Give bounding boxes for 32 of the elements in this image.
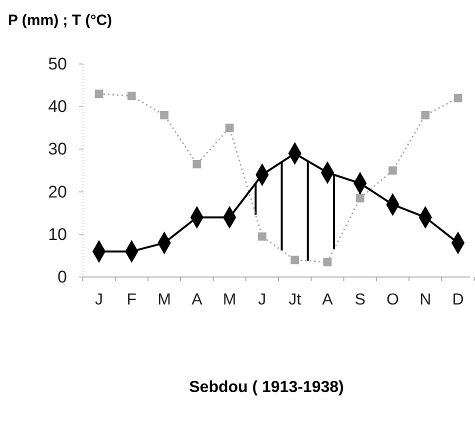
text: Sebdou ( 1913-1938) [189,379,344,396]
point [356,194,364,202]
y-tick-label: 30 [48,140,67,159]
x-tick-label: J [258,291,266,308]
x-tick-label: J [95,291,103,308]
point [225,124,234,132]
y-tick-label: 50 [48,54,67,74]
x-tick-label: M [158,291,171,308]
point [454,94,462,102]
point [323,258,332,266]
x-tick-label: A [192,291,203,308]
x-tick-label: F [126,291,137,308]
y-tick-label: 10 [48,224,67,244]
point [258,232,266,241]
x-tick-label: M [222,291,236,308]
point [192,160,202,168]
x-tick-label: O [386,291,399,308]
x-tick-label: D [452,291,464,308]
point [421,110,430,120]
point [290,256,299,264]
x-tick-label: N [420,291,432,308]
point [127,92,136,100]
y-tick-label: 40 [48,97,67,116]
y-tick-label: 20 [48,182,67,202]
y-tick-label: 0 [58,267,67,286]
point [388,166,397,175]
point [94,90,104,98]
y-axis-title: P (mm) ; T (°C) [8,12,112,29]
x-tick-label: Jt [288,291,302,308]
point [160,110,168,120]
x-tick-label: S [354,291,366,308]
x-tick-label: A [322,291,334,308]
